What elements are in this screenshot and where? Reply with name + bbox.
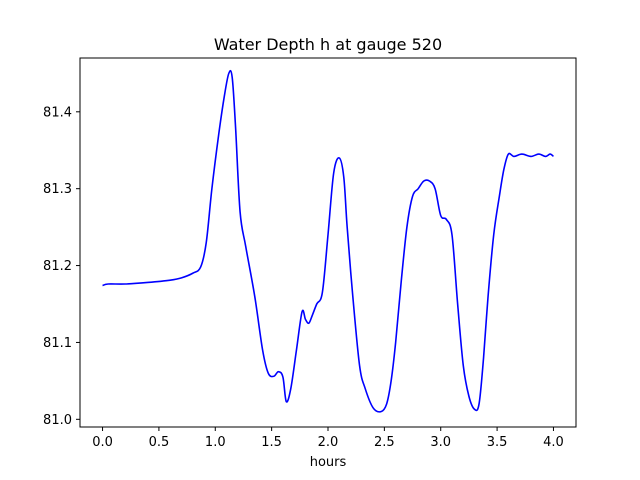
- y-tick-label: 81.2: [43, 259, 72, 274]
- x-tick-label: 0.5: [149, 435, 170, 450]
- x-tick-label: 3.5: [487, 435, 508, 450]
- plot-area: [102, 69, 554, 413]
- y-tick-label: 81.0: [43, 413, 72, 428]
- x-tick-label: 4.0: [543, 435, 564, 450]
- x-tick-label: 3.0: [430, 435, 451, 450]
- x-tick-label: 0.0: [92, 435, 113, 450]
- x-axis: 0.0 0.5 1.0 1.5 2.0 2.5 3.0 3.5 4.0: [92, 427, 564, 450]
- x-axis-label: hours: [310, 455, 347, 470]
- x-tick-label: 1.0: [205, 435, 226, 450]
- chart-title: Water Depth h at gauge 520: [214, 35, 442, 54]
- y-tick-label: 81.3: [43, 182, 72, 197]
- x-tick-label: 2.0: [318, 435, 339, 450]
- series-line-0: [102, 69, 554, 413]
- x-tick-label: 1.5: [261, 435, 282, 450]
- x-tick-label: 2.5: [374, 435, 395, 450]
- y-axis: 81.0 81.1 81.2 81.3 81.4: [43, 105, 80, 428]
- plot-frame: [79, 57, 577, 428]
- y-tick-label: 81.4: [43, 105, 72, 120]
- y-tick-label: 81.1: [43, 336, 72, 351]
